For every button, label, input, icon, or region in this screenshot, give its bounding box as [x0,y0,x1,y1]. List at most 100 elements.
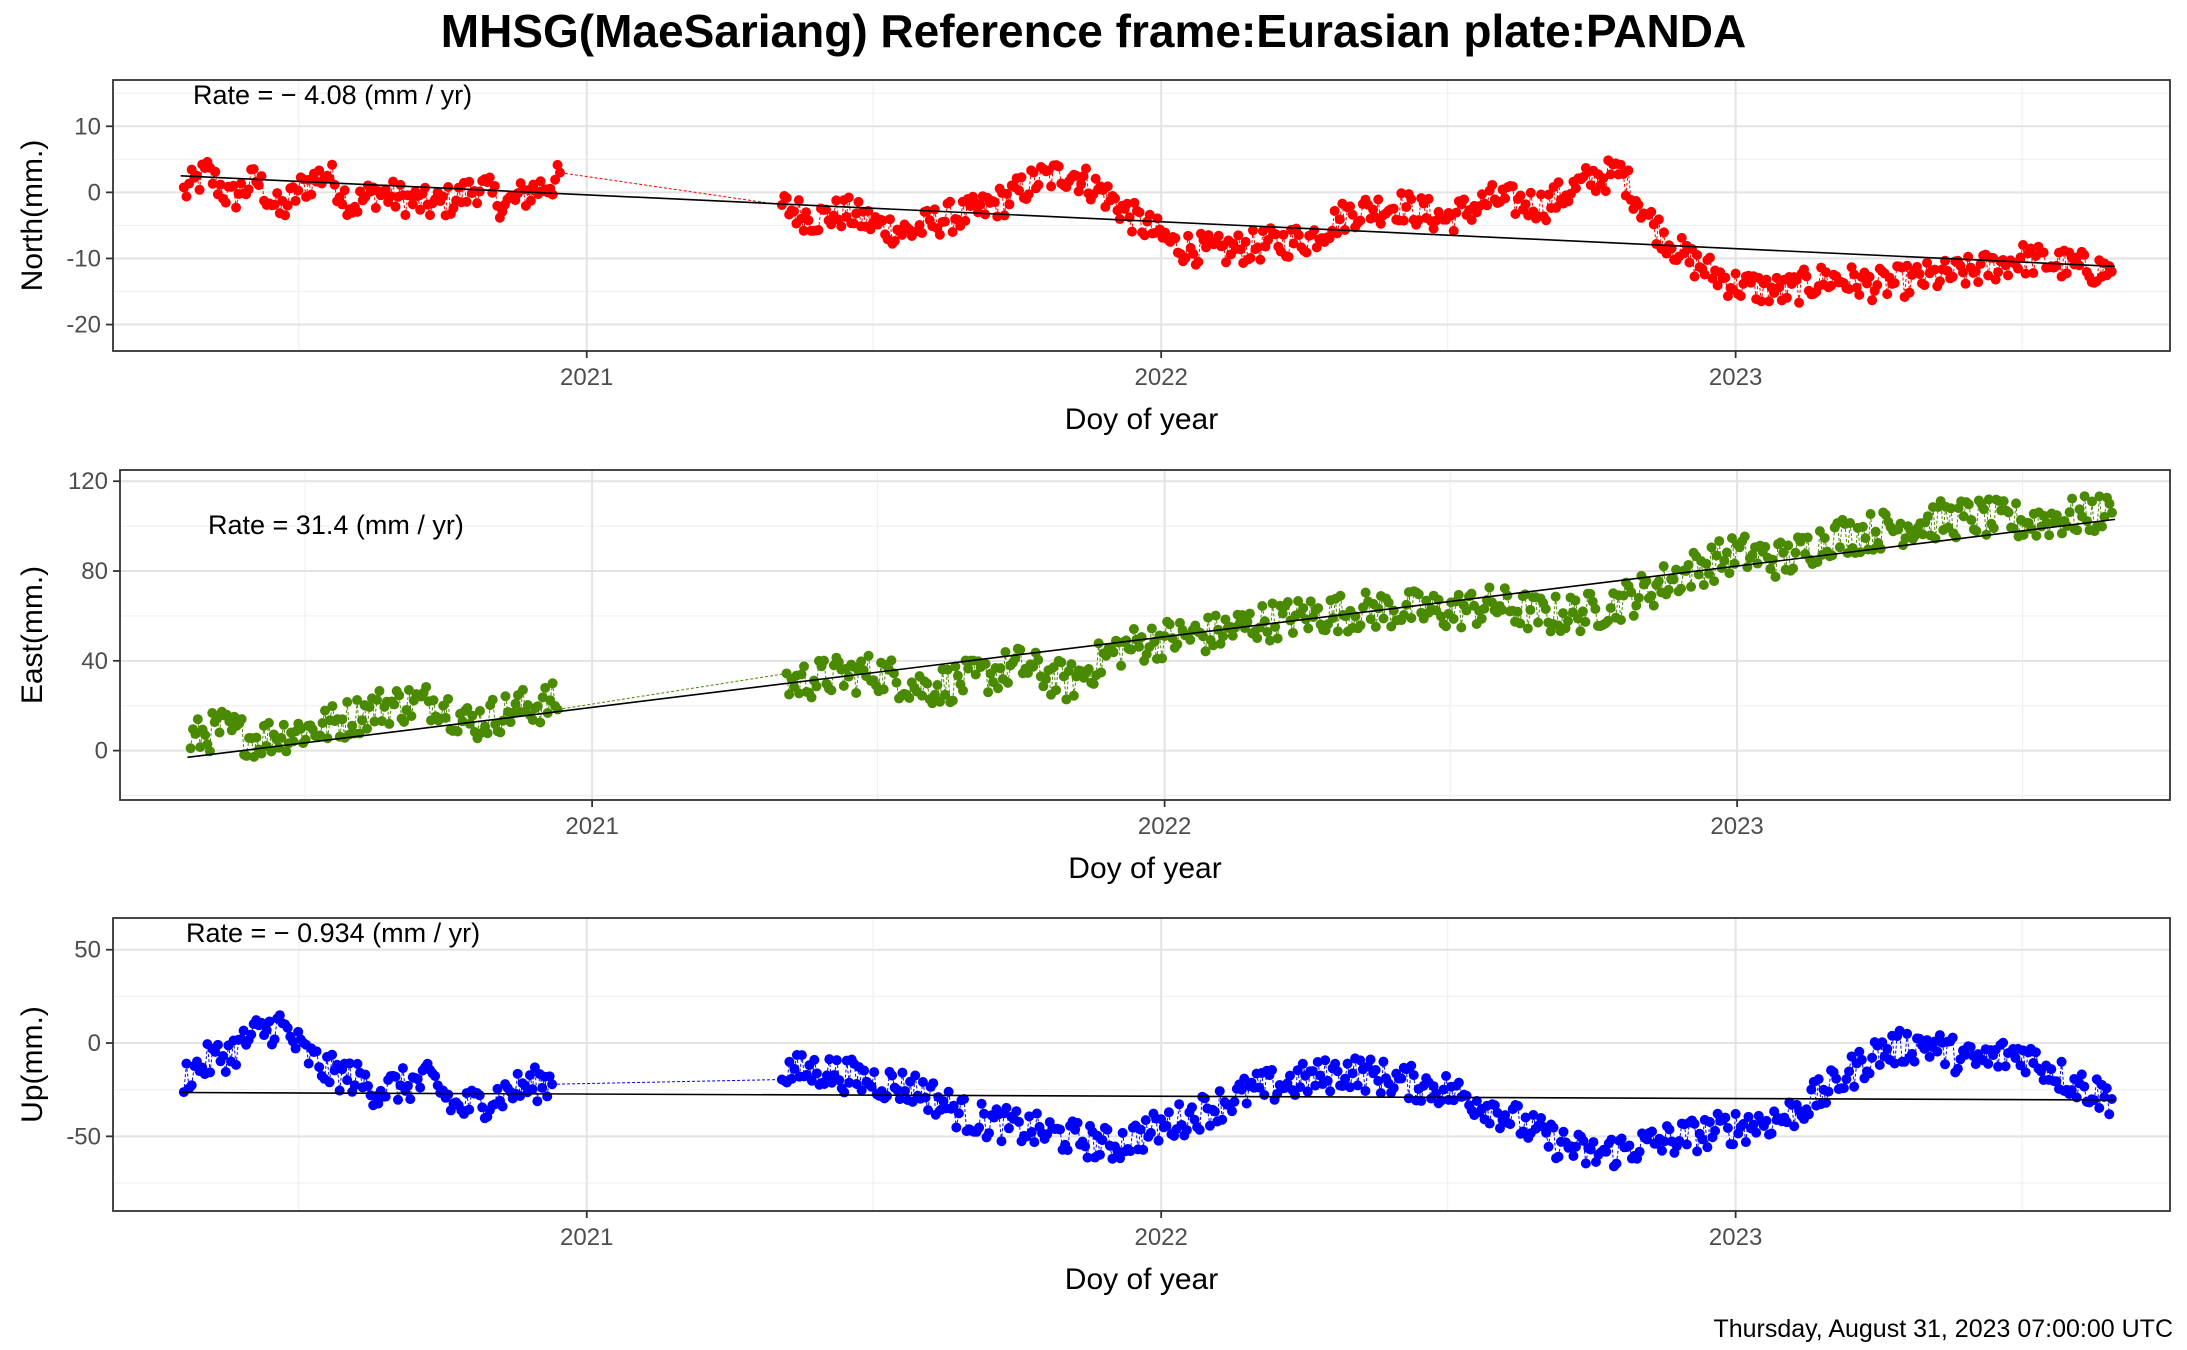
connector [1259,605,1263,628]
data-point [461,196,472,207]
data-point [218,1050,229,1061]
data-point [2020,1067,2031,1078]
data-point [1453,589,1464,600]
data-point [1282,1078,1293,1089]
data-point [2056,1056,2067,1067]
data-point [869,1067,880,1078]
data-point [2094,1103,2105,1114]
data-point [934,696,945,707]
data-point [1698,580,1709,591]
connector [1622,173,1627,196]
data-point [2106,1094,2117,1105]
data-point [1441,621,1452,632]
data-point [472,198,483,209]
data-point [1551,202,1562,213]
data-point [1856,1054,1867,1065]
data-point [940,689,951,700]
data-point [1174,1099,1185,1110]
data-point [811,681,822,692]
data-point [1536,1113,1547,1124]
data-point [1262,627,1273,638]
connector [1129,1127,1134,1152]
data-point [1134,207,1145,218]
data-point [1778,547,1789,558]
data-point [452,726,463,737]
data-point [1051,685,1062,696]
trend-line [180,1091,2115,1101]
y-tick-label: -50 [66,1123,101,1150]
data-point [1078,171,1089,182]
data-point [1719,555,1730,566]
connector [388,701,393,724]
data-point [856,1085,867,1096]
data-point [833,657,844,668]
data-point [1094,1149,1105,1160]
data-point [1305,596,1316,607]
data-point [339,185,350,196]
data-point [1456,622,1467,633]
data-point [329,179,340,190]
data-point [1053,161,1064,172]
data-point [535,176,546,187]
connector [557,672,787,710]
data-point [1548,1122,1559,1133]
data-point [1641,576,1652,587]
data-point [1702,1142,1713,1153]
data-point [443,1089,454,1100]
data-point [947,226,958,237]
data-point [910,1070,921,1081]
data-point [1209,1106,1220,1117]
connector [1120,641,1125,666]
data-point [1125,1146,1136,1157]
x-axis-label: Doy of year [1068,852,1221,885]
data-point [399,716,410,727]
data-point [1960,1049,1971,1060]
data-point [821,1070,832,1081]
data-point [1347,1068,1358,1079]
data-point [1002,677,1013,688]
data-point [2097,521,2108,532]
data-point [467,710,478,721]
connector [1372,603,1377,627]
data-point [1578,1135,1589,1146]
x-tick-label: 2023 [1710,813,1763,840]
data-point [1365,1054,1376,1065]
rate-annotation: Rate = − 4.08 (mm / yr) [193,80,472,110]
data-point [1512,606,1523,617]
data-point [1801,271,1812,282]
data-point [1889,278,1900,289]
data-point [492,1083,503,1094]
data-point [1303,623,1314,634]
x-axis-label: Doy of year [1065,1263,1218,1296]
figure-title: MHSG(MaeSariang) Reference frame:Eurasia… [440,5,1747,57]
data-point [1373,194,1384,205]
data-point [798,225,809,236]
data-point [344,1058,355,1069]
connector [1001,192,1006,216]
data-point [1164,619,1175,630]
data-point [1600,186,1611,197]
data-point [544,1071,555,1082]
data-point [1076,179,1087,190]
connector [366,707,371,729]
data-point [1267,1065,1278,1076]
data-point [474,186,485,197]
connector [1272,603,1276,627]
data-point [2041,517,2052,528]
connector [1867,514,1872,550]
data-point [2104,1109,2115,1120]
connector [1501,588,1506,610]
timestamp-footer: Thursday, August 31, 2023 07:00:00 UTC [1713,1315,2173,1343]
data-point [1494,1123,1505,1134]
data-point [264,1016,275,1027]
data-point [1378,1056,1389,1067]
data-point [1334,214,1345,225]
data-point [1172,639,1183,650]
data-point [1259,1089,1270,1100]
data-point [866,1081,877,1092]
data-point [1904,287,1915,298]
data-point [1739,531,1750,542]
data-point [1482,200,1493,211]
data-point [1520,1112,1531,1123]
